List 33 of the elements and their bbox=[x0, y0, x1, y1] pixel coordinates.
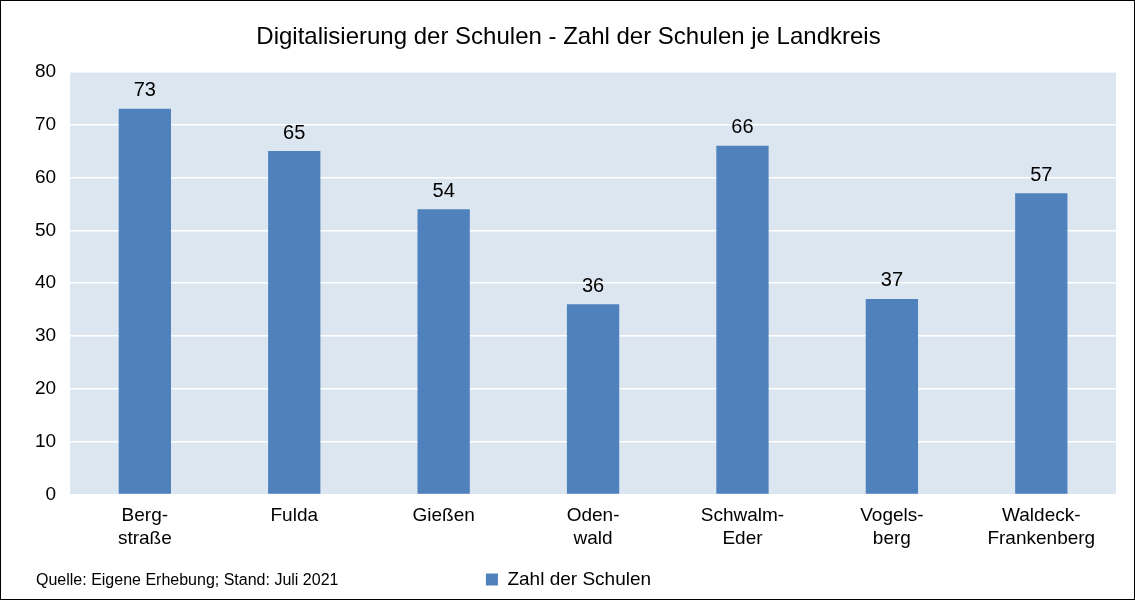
x-tick-label: Berg- straße bbox=[117, 504, 172, 548]
x-tick-label: Vogels- berg bbox=[860, 504, 924, 548]
bar bbox=[566, 304, 620, 494]
x-tick-label: Schwalm- Eder bbox=[700, 504, 785, 548]
y-tick-label: 60 bbox=[34, 165, 57, 187]
data-label: 54 bbox=[432, 178, 455, 201]
y-tick-label: 30 bbox=[34, 324, 57, 346]
x-tick-label: Waldeck- Frankenberg bbox=[987, 504, 1096, 548]
bar bbox=[268, 151, 321, 494]
x-tick-label: Oden- wald bbox=[566, 504, 620, 548]
y-tick-label: 10 bbox=[34, 429, 57, 451]
source-note: Quelle: Eigene Erhebung; Stand: Juli 2021 bbox=[36, 571, 339, 589]
bar bbox=[118, 108, 171, 494]
x-tick-label: Fulda bbox=[270, 504, 319, 526]
data-label: 57 bbox=[1030, 162, 1053, 185]
bar bbox=[716, 145, 769, 494]
y-tick-label: 0 bbox=[45, 482, 57, 504]
data-label: 37 bbox=[880, 268, 904, 291]
bar bbox=[865, 298, 919, 494]
y-tick-label: 70 bbox=[34, 112, 57, 134]
data-label: 66 bbox=[731, 115, 754, 138]
x-tick-label: Gießen bbox=[412, 504, 475, 526]
y-tick-label: 80 bbox=[34, 60, 57, 82]
y-tick-label: 40 bbox=[34, 271, 57, 293]
data-label: 73 bbox=[133, 78, 156, 101]
y-tick-label: 20 bbox=[34, 376, 57, 398]
bar bbox=[417, 209, 470, 494]
data-label: 36 bbox=[581, 273, 605, 296]
y-tick-label: 50 bbox=[34, 218, 57, 240]
bar bbox=[1015, 193, 1068, 494]
data-label: 65 bbox=[283, 120, 306, 143]
chart-title: Digitalisierung der Schulen - Zahl der Schulen je Landkreis bbox=[256, 22, 881, 50]
legend-label: Zahl der Schulen bbox=[507, 567, 652, 589]
